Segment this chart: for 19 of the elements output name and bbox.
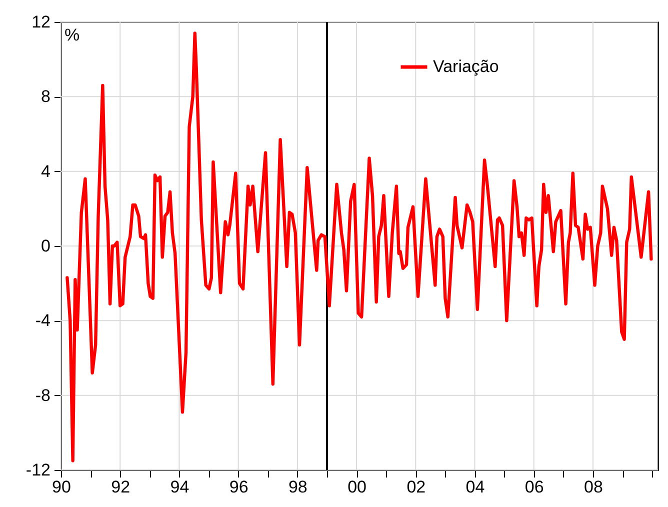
x-tick-label: 08 — [584, 478, 603, 496]
x-tick-label: 00 — [348, 478, 367, 496]
x-tick-label: 94 — [170, 478, 190, 496]
y-tick-label: 8 — [41, 87, 50, 106]
legend-label: Variação — [433, 57, 499, 76]
y-tick-label: -12 — [26, 460, 50, 480]
x-tick-label: 06 — [524, 478, 544, 496]
x-tick-label: 96 — [229, 478, 248, 496]
x-tick-label: 02 — [406, 478, 426, 496]
y-axis-title: % — [64, 26, 80, 44]
y-tick-label: -8 — [35, 386, 50, 405]
x-tick-label: 04 — [466, 478, 485, 496]
x-tick-label: 90 — [52, 478, 71, 496]
y-tick-label: 12 — [32, 12, 50, 32]
y-tick-label: 4 — [41, 162, 50, 181]
x-tick-label: 92 — [111, 478, 130, 496]
y-tick-label: 0 — [41, 236, 50, 256]
x-tick-label: 98 — [288, 478, 308, 496]
y-tick-label: -4 — [35, 311, 50, 330]
